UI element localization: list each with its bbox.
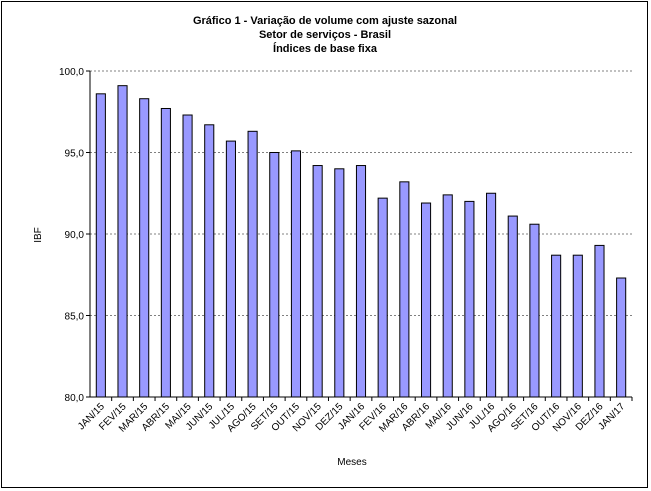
bar — [572, 254, 583, 398]
x-axis-title: Meses — [337, 457, 366, 468]
bar — [312, 165, 323, 398]
y-tick-label: 80,0 — [65, 393, 85, 404]
bar — [529, 223, 540, 398]
bar — [399, 181, 410, 398]
bar — [225, 140, 236, 398]
bar — [247, 130, 258, 398]
bar — [355, 165, 367, 398]
bar — [507, 215, 518, 398]
bar — [95, 93, 106, 398]
bar — [160, 107, 171, 398]
bar — [269, 152, 280, 398]
y-tick-label: 90,0 — [65, 230, 85, 241]
bar — [551, 254, 562, 398]
bar — [204, 124, 215, 398]
bar — [464, 200, 475, 398]
chart-title: Gráfico 1 - Variação de volume com ajust… — [193, 15, 457, 27]
bars — [95, 85, 627, 398]
y-axis-ticks: 80,0 85,0 90,0 95,0 100,0 — [59, 67, 90, 404]
y-axis-title: IBF — [33, 227, 44, 243]
bar — [334, 168, 345, 398]
bar — [442, 194, 453, 398]
y-tick-label: 85,0 — [65, 312, 85, 323]
bar — [420, 202, 432, 398]
bar — [594, 244, 605, 398]
bar — [377, 197, 388, 398]
chart-subtitle-2: Índices de base fixa — [273, 42, 378, 55]
bar — [616, 277, 627, 398]
bar — [139, 98, 150, 398]
bar — [117, 85, 128, 398]
chart-subtitle: Setor de serviços - Brasil — [259, 29, 391, 41]
x-axis-ticks: JAN/15FEV/15MAR/15ABR/15MAI/15JUN/15JUL/… — [76, 397, 633, 435]
bar — [290, 150, 302, 398]
bar — [182, 114, 193, 398]
y-tick-label: 100,0 — [59, 67, 84, 78]
bar — [486, 192, 497, 398]
y-tick-label: 95,0 — [65, 149, 85, 160]
